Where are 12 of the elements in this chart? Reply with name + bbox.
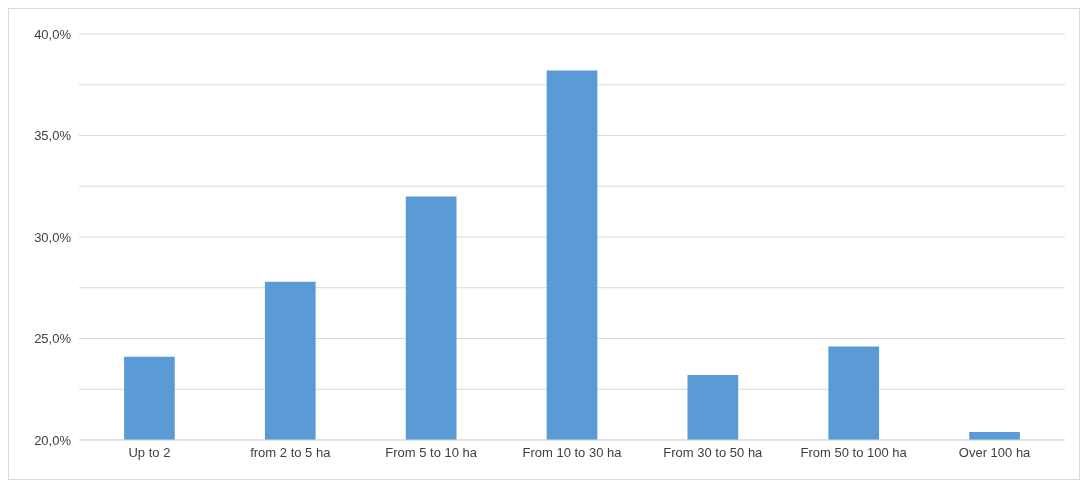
y-tick-label: 35,0% [34, 128, 72, 144]
x-tick-label: From 50 to 100 ha [800, 445, 908, 461]
y-tick-label: 20,0% [34, 432, 72, 448]
y-tick-label: 25,0% [34, 331, 72, 347]
x-tick-label: from 2 to 5 ha [250, 445, 332, 461]
x-tick-label: From 5 to 10 ha [385, 445, 478, 461]
y-tick-label: 40,0% [34, 26, 72, 42]
x-tick-label: From 10 to 30 ha [522, 445, 623, 461]
x-tick-label: Up to 2 [128, 445, 171, 461]
x-tick-label: From 30 to 50 ha [663, 445, 764, 461]
y-tick-label: 30,0% [34, 229, 72, 245]
x-tick-label: Over 100 ha [958, 445, 1032, 461]
